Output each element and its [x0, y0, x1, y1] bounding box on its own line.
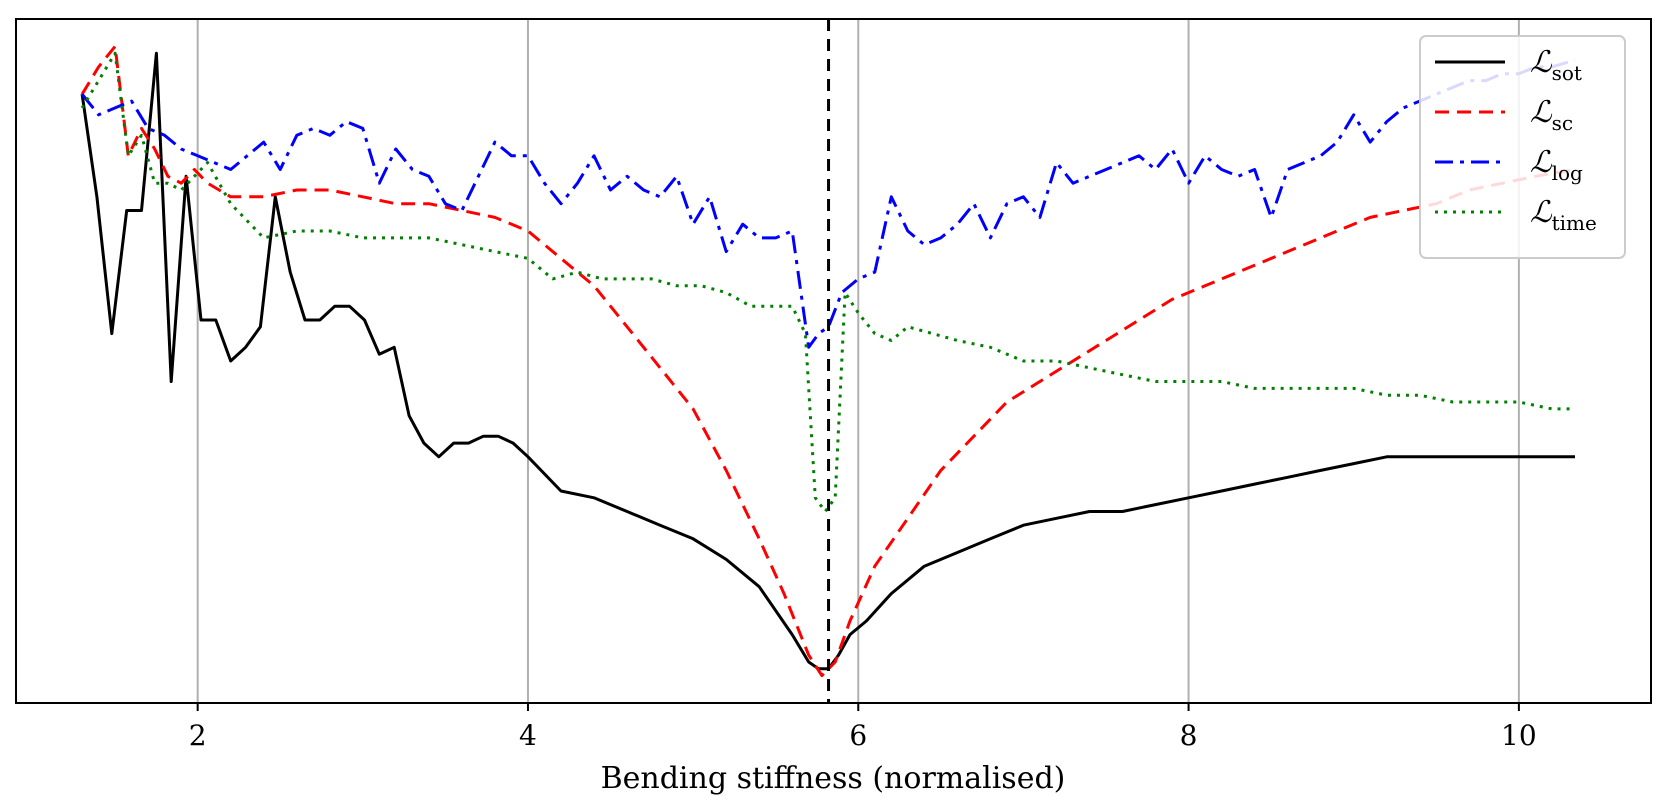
- legend-label-sot: ℒsot: [1530, 45, 1582, 85]
- series-line-sot: [80, 51, 1575, 671]
- x-tick-label-8: 8: [1180, 719, 1198, 752]
- legend-label-sc: ℒsc: [1530, 95, 1573, 135]
- x-axis-ticks: 2 4 6 8 10: [189, 703, 1537, 752]
- legend-subscript-time: time: [1552, 211, 1597, 235]
- plot-frame: [15, 18, 1652, 704]
- x-tick-label-2: 2: [189, 719, 207, 752]
- x-axis-label: Bending stiffness (normalised): [601, 761, 1066, 796]
- legend-symbol-sot: ℒ: [1530, 45, 1553, 80]
- legend-symbol-log: ℒ: [1530, 145, 1553, 180]
- x-tick-label-6: 6: [849, 719, 867, 752]
- legend-label-time: ℒtime: [1530, 195, 1597, 235]
- legend-subscript-sot: sot: [1552, 61, 1582, 85]
- x-tick-label-4: 4: [519, 719, 537, 752]
- series-line-time: [80, 51, 1575, 513]
- legend-label-log: ℒlog: [1530, 145, 1583, 185]
- plot-background: [16, 19, 1651, 703]
- series-line-sc: [80, 44, 1576, 678]
- legend-box: [1419, 35, 1626, 259]
- legend-symbol-sc: ℒ: [1530, 95, 1553, 130]
- series-lines: [80, 44, 1576, 678]
- x-tick-label-10: 10: [1501, 719, 1537, 752]
- legend-subscript-log: log: [1552, 161, 1583, 185]
- series-line-log: [80, 58, 1576, 349]
- legend-symbol-time: ℒ: [1530, 195, 1553, 230]
- legend-subscript-sc: sc: [1552, 111, 1573, 135]
